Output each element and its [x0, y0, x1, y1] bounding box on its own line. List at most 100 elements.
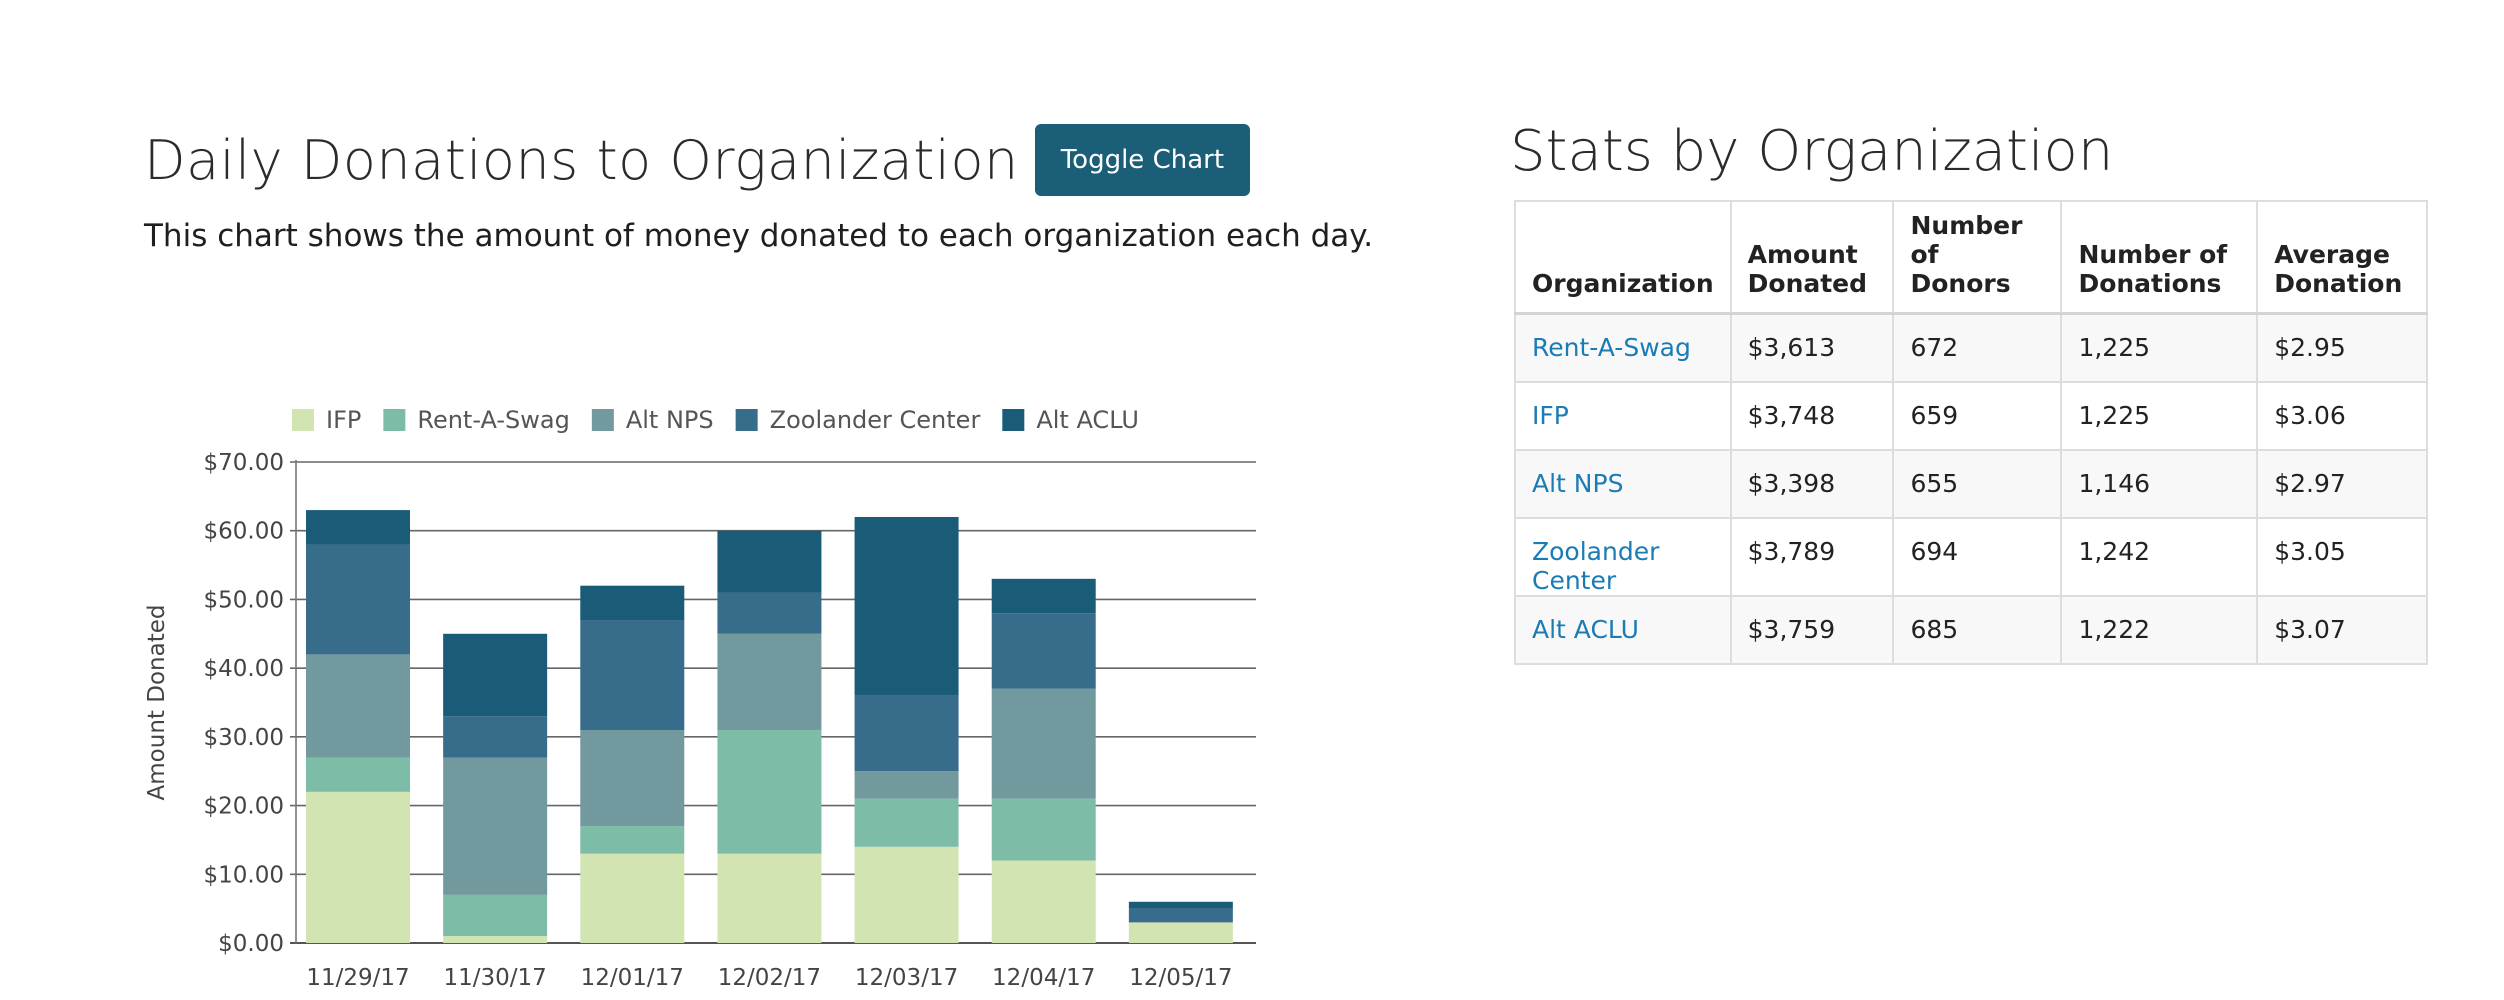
- organization-link[interactable]: Rent-A-Swag: [1514, 312, 1732, 383]
- chart-title: Daily Donations to Organization: [144, 128, 1019, 192]
- y-tick-label: $30.00: [204, 725, 284, 751]
- organization-link[interactable]: Zoolander Center: [1514, 517, 1732, 597]
- bar-segment-alt-nps: [306, 654, 410, 758]
- bar-segment-ifp: [991, 860, 1096, 943]
- y-tick-label: $70.00: [204, 450, 284, 476]
- number-of-donations-cell: 1,222: [2060, 595, 2259, 665]
- y-tick-label: $60.00: [204, 519, 284, 545]
- bar-segment-alt-nps: [443, 757, 548, 895]
- bar-segment-alt-aclu: [306, 510, 410, 545]
- x-tick-label: 11/29/17: [306, 965, 409, 991]
- y-tick-label: $20.00: [204, 794, 284, 820]
- bar-segment-alt-aclu: [1128, 901, 1233, 909]
- donations-title-row: Daily Donations to Organization Toggle C…: [144, 120, 1251, 200]
- bar-segment-alt-nps: [717, 633, 822, 730]
- bar-segment-ifp: [306, 791, 410, 943]
- page: Daily Donations to Organization Toggle C…: [144, 112, 2430, 991]
- amount-donated-cell: $3,613: [1729, 312, 1895, 383]
- y-axis-title: Amount Donated: [144, 605, 170, 801]
- table-row: Zoolander Center $3,789 694 1,242 $3.05: [1514, 517, 2428, 597]
- number-of-donors-cell: 694: [1892, 517, 2063, 597]
- y-tick-label: $40.00: [204, 656, 284, 682]
- organization-link[interactable]: Alt NPS: [1514, 449, 1732, 519]
- bar-segment-zoolander-center: [717, 592, 822, 634]
- average-donation-cell: $3.05: [2256, 517, 2428, 597]
- y-tick-label: $50.00: [204, 587, 284, 613]
- bar-segment-ifp: [854, 846, 959, 943]
- bar-segment-rent-a-swag: [443, 894, 548, 937]
- table-row: Alt ACLU $3,759 685 1,222 $3.07: [1514, 595, 2428, 665]
- bar-segment-alt-nps: [580, 729, 685, 827]
- x-tick-label: 12/03/17: [855, 965, 958, 991]
- bar-segment-alt-aclu: [991, 578, 1096, 614]
- average-donation-cell: $2.95: [2256, 312, 2428, 383]
- legend-swatch: [292, 409, 314, 431]
- legend-label: Alt NPS: [626, 406, 714, 434]
- average-donation-cell: $2.97: [2256, 449, 2428, 519]
- bar-segment-ifp: [1128, 922, 1233, 943]
- stats-header-row: Organization Amount Donated Number of Do…: [1514, 200, 2428, 315]
- toggle-chart-button[interactable]: Toggle Chart: [1034, 124, 1251, 196]
- chart-description: This chart shows the amount of money don…: [144, 218, 1374, 254]
- legend-label: Alt ACLU: [1036, 406, 1139, 434]
- legend-label: Zoolander Center: [770, 406, 981, 434]
- average-donation-cell: $3.07: [2256, 595, 2428, 665]
- number-of-donors-cell: 685: [1892, 595, 2063, 665]
- x-tick-label: 11/30/17: [443, 965, 546, 991]
- bar-segment-rent-a-swag: [580, 826, 685, 854]
- organization-link[interactable]: IFP: [1514, 381, 1732, 451]
- table-row: Alt NPS $3,398 655 1,146 $2.97: [1514, 449, 2428, 519]
- stats-panel: Stats by Organization Organization Amoun…: [1510, 112, 2430, 665]
- bar-segment-alt-aclu: [443, 633, 548, 717]
- number-of-donors-cell: 655: [1892, 449, 2063, 519]
- number-of-donations-cell: 1,242: [2060, 517, 2259, 597]
- number-of-donors-cell: 659: [1892, 381, 2063, 451]
- bar-segment-rent-a-swag: [991, 798, 1096, 861]
- number-of-donations-cell: 1,225: [2060, 381, 2259, 451]
- header-average-donation: Average Donation: [2256, 200, 2428, 315]
- amount-donated-cell: $3,748: [1729, 381, 1895, 451]
- header-number-of-donations: Number of Donations: [2060, 200, 2259, 315]
- bar-segment-zoolander-center: [306, 544, 410, 655]
- table-row: IFP $3,748 659 1,225 $3.06: [1514, 381, 2428, 451]
- average-donation-cell: $3.06: [2256, 381, 2428, 451]
- table-row: Rent-A-Swag $3,613 672 1,225 $2.95: [1514, 312, 2428, 383]
- bar-segment-zoolander-center: [854, 695, 959, 772]
- header-organization: Organization: [1514, 200, 1732, 315]
- bar-segment-zoolander-center: [991, 613, 1096, 689]
- bar-segment-alt-nps: [991, 688, 1096, 799]
- donations-chart: $0.00 $10.00 $20.00 $30.00 $40.00 $50.00 $60.0…: [144, 406, 1256, 991]
- bar-segment-zoolander-center: [1128, 908, 1233, 923]
- stats-table: Organization Amount Donated Number of Do…: [1514, 200, 2428, 665]
- x-tick-label: 12/01/17: [581, 965, 684, 991]
- number-of-donors-cell: 672: [1892, 312, 2063, 383]
- y-tick-label: $10.00: [204, 862, 284, 888]
- bar-segment-zoolander-center: [580, 620, 685, 730]
- bar-segment-zoolander-center: [443, 716, 548, 758]
- number-of-donations-cell: 1,146: [2060, 449, 2259, 519]
- donations-panel: Daily Donations to Organization Toggle C…: [144, 120, 1373, 991]
- stats-title: Stats by Organization: [1510, 119, 2114, 184]
- organization-link[interactable]: Alt ACLU: [1514, 595, 1732, 665]
- bar-segment-rent-a-swag: [306, 757, 410, 792]
- amount-donated-cell: $3,398: [1729, 449, 1895, 519]
- bar-segment-alt-aclu: [854, 516, 959, 696]
- bar-segment-alt-aclu: [580, 585, 685, 621]
- legend-label: Rent-A-Swag: [417, 406, 569, 434]
- number-of-donations-cell: 1,225: [2060, 312, 2259, 383]
- legend-label: IFP: [326, 406, 361, 434]
- legend-swatch: [735, 409, 758, 431]
- legend-swatch: [1002, 409, 1025, 431]
- x-tick-label: 12/05/17: [1129, 965, 1232, 991]
- bar-segment-ifp: [717, 853, 822, 943]
- bar-segment-alt-nps: [854, 771, 959, 799]
- bar-segment-alt-aclu: [717, 530, 822, 593]
- amount-donated-cell: $3,789: [1729, 517, 1895, 597]
- y-tick-label: $0.00: [218, 931, 284, 957]
- amount-donated-cell: $3,759: [1729, 595, 1895, 665]
- bar-segment-rent-a-swag: [717, 729, 822, 854]
- x-tick-label: 12/02/17: [718, 965, 821, 991]
- bar-segment-ifp: [580, 853, 685, 943]
- header-amount-donated: Amount Donated: [1729, 200, 1895, 315]
- bar-segment-rent-a-swag: [854, 798, 959, 847]
